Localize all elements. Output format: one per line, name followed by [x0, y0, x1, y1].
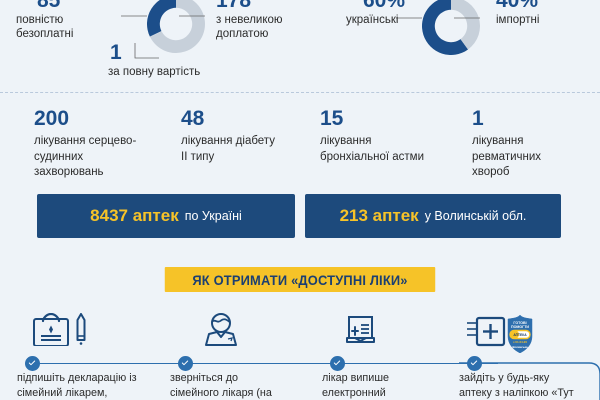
svg-text:з 01.04.20: з 01.04.20	[513, 340, 527, 344]
svg-text:ПОМОГТИ: ПОМОГТИ	[511, 325, 529, 329]
svg-text:АПТЕКА: АПТЕКА	[513, 333, 527, 337]
svg-text:Волинська: Волинська	[512, 345, 528, 349]
